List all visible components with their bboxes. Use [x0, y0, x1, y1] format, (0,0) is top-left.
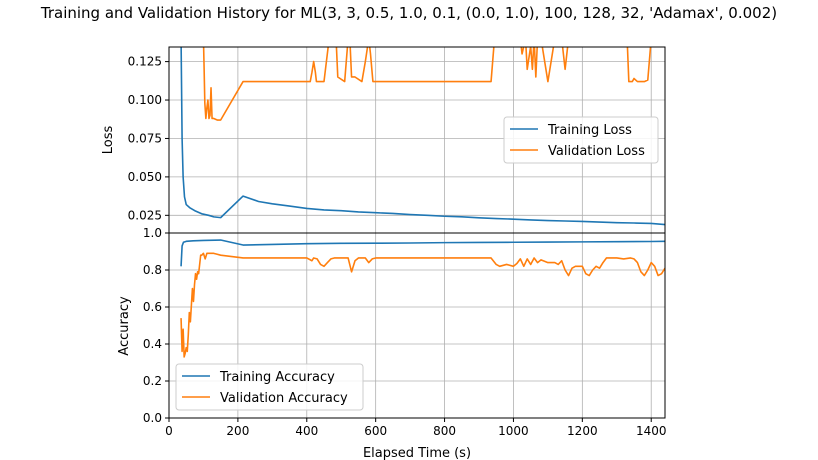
accuracy-series [180, 239, 665, 358]
loss-ylabel: Loss [101, 126, 116, 155]
accuracy-yticks: 0.0 0.2 0.4 0.6 0.8 1.0 [143, 226, 169, 425]
loss-series-validation-line [202, 47, 652, 121]
accuracy-xtick-label: 400 [295, 424, 318, 438]
accuracy-ytick-label: 1.0 [143, 226, 162, 240]
accuracy-legend: Training Accuracy Validation Accuracy [175, 363, 364, 411]
loss-yticks: 0.025 0.050 0.075 0.100 0.125 [128, 55, 169, 222]
loss-legend-validation: Validation Loss [548, 144, 645, 159]
loss-ytick-label: 0.075 [128, 131, 162, 145]
loss-legend-training: Training Loss [547, 123, 632, 138]
loss-ytick-label: 0.100 [128, 93, 162, 107]
accuracy-xtick-label: 200 [226, 424, 249, 438]
accuracy-xtick-label: 1200 [567, 424, 598, 438]
accuracy-xtick-label: 1000 [498, 424, 529, 438]
accuracy-xtick-label: 0 [165, 424, 173, 438]
accuracy-axes-frame [168, 232, 666, 419]
chart-title: Training and Validation History for ML(3… [40, 4, 777, 22]
accuracy-series-validation-line [180, 252, 665, 358]
accuracy-xticks: 0 200 400 600 800 1000 1200 1400 [165, 418, 666, 438]
loss-series-training-line [180, 47, 665, 226]
loss-legend-box [503, 116, 659, 164]
loss-ytick-label: 0.125 [128, 55, 162, 69]
loss-legend: Training Loss Validation Loss [503, 116, 659, 164]
accuracy-ytick-label: 0.2 [143, 374, 162, 388]
loss-series [180, 47, 665, 226]
accuracy-xtick-label: 800 [433, 424, 456, 438]
accuracy-xtick-label: 600 [364, 424, 387, 438]
accuracy-ytick-label: 0.6 [143, 300, 162, 314]
accuracy-legend-validation: Validation Accuracy [220, 391, 348, 406]
accuracy-legend-box [175, 363, 364, 411]
accuracy-xtick-label: 1400 [636, 424, 667, 438]
accuracy-ylabel: Accuracy [117, 296, 132, 356]
accuracy-ytick-label: 0.8 [143, 263, 162, 277]
accuracy-panel: 0.0 0.2 0.4 0.6 0.8 1.0 0 200 400 600 800 1000 1200… [117, 226, 666, 460]
accuracy-xlabel: Elapsed Time (s) [363, 446, 471, 460]
accuracy-legend-training: Training Accuracy [219, 370, 335, 385]
accuracy-ytick-label: 0.4 [143, 337, 162, 351]
accuracy-series-training-line [180, 239, 665, 267]
loss-ytick-label: 0.050 [128, 170, 162, 184]
loss-panel: 0.025 0.050 0.075 0.100 0.125 Loss Training … [101, 46, 666, 234]
accuracy-ytick-label: 0.0 [143, 411, 162, 425]
loss-ytick-label: 0.025 [128, 208, 162, 222]
